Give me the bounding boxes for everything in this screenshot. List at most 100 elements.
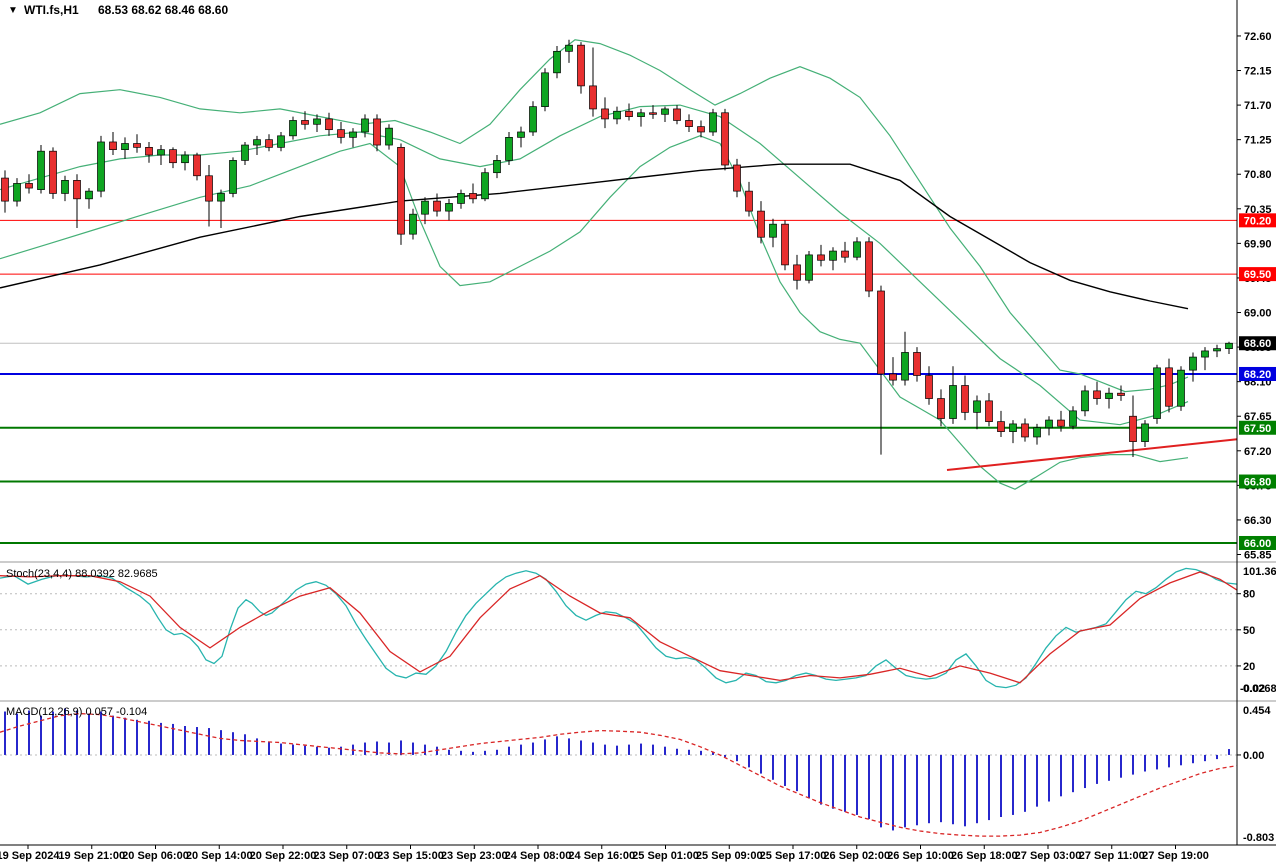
price-badge-69.50[interactable]: 69.50 <box>1239 267 1276 282</box>
candle-bull <box>1189 352 1197 382</box>
svg-text:68.20: 68.20 <box>1244 369 1272 381</box>
time-tick-label: 23 Sep 07:00 <box>313 850 380 862</box>
candle-bull <box>1045 416 1053 436</box>
candle-bull <box>457 189 465 209</box>
candle-bear <box>697 120 705 138</box>
candle-bull <box>1009 420 1017 444</box>
candle-bear <box>673 105 681 125</box>
time-tick-label: 25 Sep 09:00 <box>696 850 763 862</box>
time-tick-label: 26 Sep 02:00 <box>823 850 890 862</box>
candle-bull <box>385 124 393 150</box>
candle-bear <box>73 174 81 229</box>
candle-bull <box>505 131 513 166</box>
candle-bull <box>661 106 669 122</box>
svg-text:67.50: 67.50 <box>1244 423 1272 435</box>
candle-bull <box>313 114 321 132</box>
candle-bull <box>973 395 981 430</box>
moving-average-layer <box>0 163 1189 310</box>
candle-bear <box>997 410 1005 437</box>
candle-bull <box>565 39 573 63</box>
price-badge-66.80[interactable]: 66.80 <box>1239 474 1276 489</box>
candle-bull <box>229 157 237 198</box>
support-trendline[interactable] <box>946 438 1238 471</box>
stoch-scale-80: 80 <box>1243 589 1255 601</box>
candle-bull <box>1141 420 1149 447</box>
candle-bear <box>793 254 801 290</box>
macd-signal-line <box>0 712 1238 837</box>
candle-bull <box>1201 347 1209 371</box>
candle-bull <box>241 141 249 166</box>
time-tick-label: 24 Sep 16:00 <box>568 850 635 862</box>
candle-bull <box>121 137 129 159</box>
candle-bear <box>865 237 873 298</box>
candle-bear <box>49 147 57 199</box>
candle-bear <box>1 170 9 213</box>
macd-label: MACD(12,26,9) 0.057 -0.104 <box>6 706 147 718</box>
candle-bear <box>649 105 657 119</box>
symbol-dropdown-icon[interactable]: ▼ <box>8 5 18 16</box>
candle-bear <box>1057 410 1065 432</box>
macd-scale-min: -0.803 <box>1243 832 1274 844</box>
candle-bear <box>373 114 381 152</box>
price-badge-67.50[interactable]: 67.50 <box>1239 420 1276 435</box>
price-tick-label: 70.35 <box>1244 204 1272 216</box>
stoch-scale-20: 20 <box>1243 661 1255 673</box>
price-tick-label: 72.15 <box>1244 66 1272 78</box>
candle-bear <box>877 285 885 455</box>
stochastic-label: Stoch(23,4,4) 88.0392 82.9685 <box>6 568 158 580</box>
price-tick-label: 67.65 <box>1244 411 1272 423</box>
price-badge-66.00[interactable]: 66.00 <box>1239 535 1276 550</box>
candle-bull <box>157 145 165 166</box>
time-tick-label: 23 Sep 15:00 <box>377 850 444 862</box>
price-badge-68.20[interactable]: 68.20 <box>1239 366 1276 381</box>
price-badge-68.60[interactable]: 68.60 <box>1239 336 1276 351</box>
trendline-layer[interactable] <box>946 438 1238 471</box>
candle-bull <box>481 168 489 202</box>
candle-bear <box>589 47 597 117</box>
candle-bull <box>37 145 45 194</box>
price-tick-label: 72.60 <box>1244 31 1272 43</box>
candles-layer <box>1 39 1233 457</box>
candle-bull <box>421 197 429 225</box>
candle-bear <box>817 244 825 267</box>
candle-bull <box>1033 423 1041 445</box>
candle-bear <box>325 112 333 136</box>
candle-bull <box>1213 344 1221 358</box>
candle-bull <box>493 155 501 179</box>
candle-bull <box>553 45 561 79</box>
long-ma-line <box>0 163 1189 310</box>
candle-bear <box>757 201 765 244</box>
time-tick-label: 25 Sep 01:00 <box>632 850 699 862</box>
candle-bull <box>253 135 261 156</box>
candle-bear <box>25 174 33 194</box>
svg-text:69.50: 69.50 <box>1244 269 1272 281</box>
candle-bear <box>145 141 153 163</box>
candle-bull <box>277 131 285 152</box>
candle-bear <box>433 193 441 217</box>
candle-bear <box>601 97 609 129</box>
time-tick-label: 27 Sep 11:00 <box>1079 850 1145 862</box>
price-badge-70.20[interactable]: 70.20 <box>1239 213 1276 228</box>
price-tick-label: 67.20 <box>1244 446 1272 458</box>
candle-bear <box>577 42 585 94</box>
time-tick-label: 24 Sep 08:00 <box>505 850 572 862</box>
candle-bull <box>1153 364 1161 424</box>
stochastic-layer <box>0 567 1238 689</box>
candle-bull <box>1177 366 1185 411</box>
stoch-k-line <box>0 567 1238 689</box>
candle-bull <box>85 188 93 209</box>
candle-bear <box>781 220 789 271</box>
candle-bull <box>1225 341 1233 355</box>
candle-bull <box>349 128 357 148</box>
candle-bull <box>13 178 21 207</box>
stoch-scale-min: 0.0268 <box>1243 683 1276 695</box>
candle-bear <box>925 366 933 405</box>
macd-scale-max: 0.454 <box>1243 705 1271 717</box>
candle-bull <box>769 218 777 248</box>
candle-bull <box>289 116 297 140</box>
candle-bear <box>625 103 633 121</box>
candle-bull <box>61 175 69 202</box>
candle-bear <box>1129 395 1137 457</box>
